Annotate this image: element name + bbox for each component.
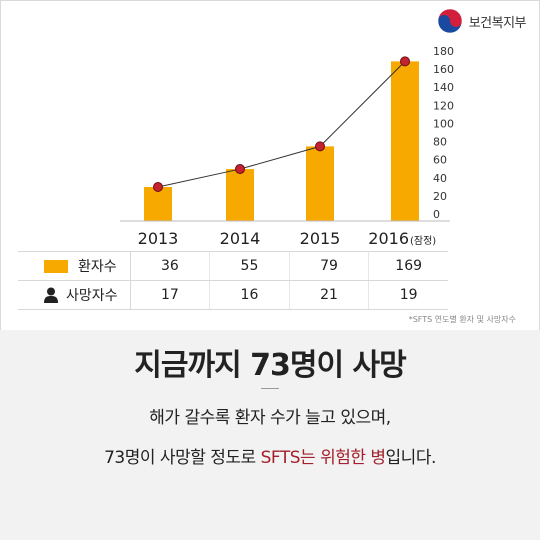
y-tick-label: 0	[433, 208, 440, 221]
y-tick-label: 20	[433, 190, 447, 203]
x-tick-note: (잠정)	[410, 235, 436, 247]
ministry-logo: 보건복지부	[437, 8, 527, 34]
body-line-1: 해가 갈수록 환자 수가 늘고 있으며,	[149, 408, 391, 428]
table-cell: 21	[289, 280, 370, 310]
bar-line-chart: 0 20 40 60 80 100 120 140 160 180 2013 2014 2015 2016…	[120, 45, 454, 248]
body-line-2: 73명이 사망할 정도로 SFTS는 위험한 병입니다.	[0, 443, 540, 468]
table-row-patients: 환자수 36 55 79 169	[18, 251, 448, 281]
data-table: 환자수 36 55 79 169 사망자수 17 16 21 19	[18, 251, 448, 310]
table-cell: 19	[368, 280, 448, 310]
y-tick-label: 100	[433, 117, 454, 130]
body-line-2-suffix: 입니다.	[385, 448, 437, 468]
body-line-2-prefix: 73명이 사망할 정도로	[104, 448, 261, 468]
x-tick-label: 2014	[220, 229, 261, 248]
table-cell: 16	[209, 280, 290, 310]
data-point	[235, 164, 245, 175]
row-label-patients: 환자수	[18, 251, 131, 281]
table-cell: 169	[368, 251, 448, 281]
data-point	[315, 141, 325, 152]
table-cell: 17	[130, 280, 211, 310]
deaths-label: 사망자수	[66, 288, 118, 304]
trend-line	[157, 61, 406, 188]
table-cell: 79	[289, 251, 370, 281]
taegeuk-icon	[437, 8, 462, 34]
data-point	[153, 182, 163, 192]
y-tick-label: 160	[433, 63, 454, 76]
y-tick-label: 120	[433, 99, 454, 112]
headline: 지금까지 73명이 사망	[134, 348, 406, 383]
source-note: *SFTS 연도별 환자 및 사망자수	[408, 315, 516, 324]
x-tick-label: 2016	[368, 229, 409, 248]
table-row-deaths: 사망자수 17 16 21 19	[18, 280, 448, 310]
lower-panel	[0, 330, 540, 540]
bar	[391, 61, 419, 222]
x-tick-label: 2015	[300, 229, 341, 248]
y-tick-label: 80	[433, 136, 447, 149]
y-tick-label: 60	[433, 154, 447, 167]
patients-label: 환자수	[78, 259, 117, 275]
table-cell: 36	[130, 251, 211, 281]
x-tick-label: 2013	[138, 229, 179, 248]
bar-legend-icon	[44, 259, 68, 273]
person-icon	[44, 287, 58, 303]
bar	[226, 169, 254, 221]
y-tick-label: 40	[433, 172, 447, 185]
y-tick-label: 180	[433, 45, 454, 58]
row-label-deaths: 사망자수	[18, 280, 131, 310]
bar	[306, 146, 334, 221]
divider	[261, 388, 279, 389]
highlight-text: SFTS는 위험한 병	[260, 448, 386, 468]
table-cell: 55	[209, 251, 290, 281]
ministry-name: 보건복지부	[468, 15, 527, 31]
bar	[144, 187, 172, 221]
data-point	[400, 56, 410, 67]
y-tick-label: 140	[433, 81, 454, 94]
